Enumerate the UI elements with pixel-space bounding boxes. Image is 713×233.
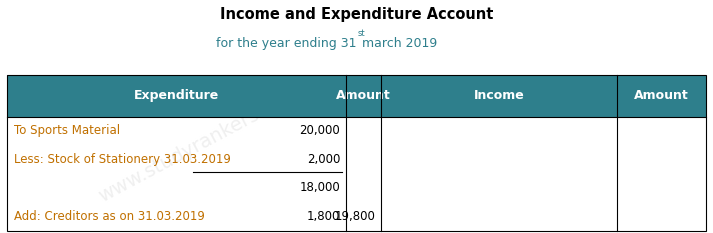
Text: To Sports Material: To Sports Material: [14, 124, 120, 137]
Text: march 2019: march 2019: [358, 37, 437, 50]
Text: Expenditure: Expenditure: [134, 89, 219, 102]
Text: 1,800: 1,800: [307, 210, 340, 223]
Text: 20,000: 20,000: [299, 124, 340, 137]
Text: Amount: Amount: [337, 89, 391, 102]
Bar: [346, 75, 381, 116]
Text: st: st: [358, 29, 366, 38]
Bar: [381, 75, 617, 116]
Text: Amount: Amount: [634, 89, 689, 102]
Text: 2,000: 2,000: [307, 153, 340, 166]
Text: Income: Income: [473, 89, 525, 102]
Bar: [617, 75, 706, 116]
Text: 19,800: 19,800: [335, 210, 376, 223]
Text: 18,000: 18,000: [299, 181, 340, 194]
Text: Add: Creditors as on 31.03.2019: Add: Creditors as on 31.03.2019: [14, 210, 205, 223]
Bar: [7, 75, 706, 231]
Text: Less: Stock of Stationery 31.03.2019: Less: Stock of Stationery 31.03.2019: [14, 153, 231, 166]
Text: for the year ending 31: for the year ending 31: [216, 37, 356, 50]
Text: Income and Expenditure Account: Income and Expenditure Account: [220, 7, 493, 22]
Text: www.studyrankers.com: www.studyrankers.com: [95, 83, 304, 206]
Bar: [7, 75, 346, 116]
